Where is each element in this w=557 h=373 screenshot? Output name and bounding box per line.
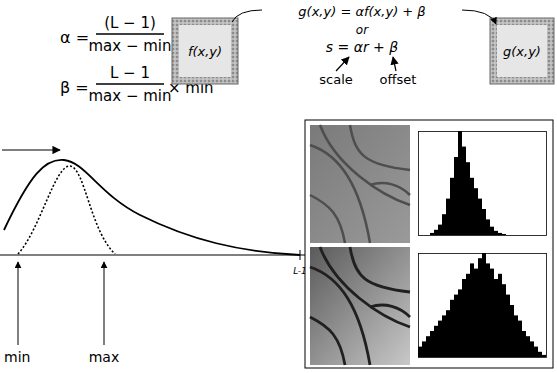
svg-text:α =: α = [60, 28, 89, 47]
svg-text:g(x,y): g(x,y) [503, 44, 541, 59]
svg-text:max − min: max − min [88, 37, 171, 55]
svg-text:L − 1: L − 1 [110, 64, 150, 82]
svg-text:g(x,y) = αf(x,y) + β: g(x,y) = αf(x,y) + β [298, 4, 425, 19]
svg-text:max − min: max − min [88, 87, 171, 105]
svg-text:× min: × min [168, 79, 214, 97]
svg-text:min: min [4, 349, 30, 365]
svg-text:scale: scale [319, 72, 353, 87]
svg-text:L-1: L-1 [293, 266, 307, 276]
svg-text:β =: β = [60, 78, 89, 97]
svg-text:(L − 1): (L − 1) [104, 14, 156, 32]
svg-text:s = αr + β: s = αr + β [326, 39, 399, 55]
svg-text:max: max [89, 349, 120, 365]
svg-text:f(x,y): f(x,y) [188, 44, 222, 59]
svg-text:or: or [356, 23, 369, 37]
svg-text:offset: offset [380, 72, 417, 87]
